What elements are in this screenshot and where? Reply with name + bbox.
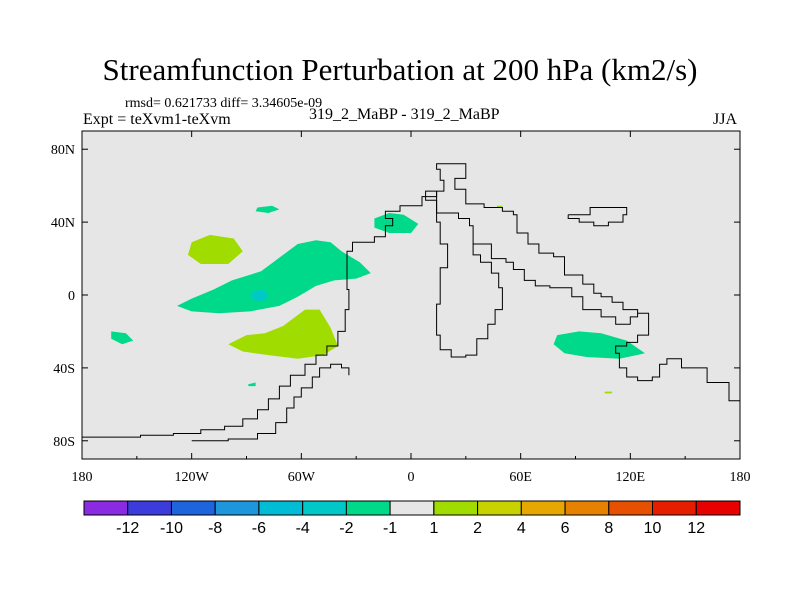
x-tick-label: 120W <box>175 470 210 485</box>
colorbar-swatch <box>477 500 522 516</box>
region-tiny-positive-indian <box>604 391 613 394</box>
colorbar-swatch <box>83 500 129 516</box>
y-tick-label: 40N <box>51 216 75 231</box>
x-tick-label: 120E <box>616 470 646 485</box>
colorbar-swatch <box>695 500 741 516</box>
colorbar-swatch <box>433 500 479 516</box>
colorbar-label: -10 <box>160 520 183 537</box>
rmsd-stats: rmsd= 0.621733 diff= 3.34605e-09 <box>125 96 323 111</box>
y-tick-label: 80N <box>51 143 75 158</box>
colorbar-swatch <box>345 500 391 516</box>
experiment-label: Expt = teXvm1-teXvm <box>83 111 231 128</box>
colorbar-label: -6 <box>252 520 266 537</box>
region-pacific-negative-south-west <box>111 331 134 345</box>
coastline-4 <box>436 191 503 358</box>
x-axis: 180 120W 60W 0 60E 120E 180 <box>72 131 751 485</box>
colorbar-swatch <box>127 500 172 516</box>
colorbar-swatch <box>214 500 260 516</box>
x-tick-label: 180 <box>72 470 93 485</box>
colorbar-label: 6 <box>561 520 570 537</box>
x-tick-label: 60E <box>509 470 532 485</box>
colorbar-label: -4 <box>296 520 310 537</box>
colorbar-label: -12 <box>116 520 139 537</box>
season-label: JJA <box>713 111 738 128</box>
x-tick-label: 60W <box>288 470 316 485</box>
colorbar: -12 -10 -8 -6 -4 -2 -1 1 2 4 6 8 10 12 <box>83 500 741 537</box>
colorbar-label: 12 <box>687 520 705 537</box>
colorbar-label: -8 <box>208 520 222 537</box>
colorbar-swatch <box>171 500 216 516</box>
region-pacific-positive-north <box>188 234 243 264</box>
run-subtitle: 319_2_MaBP - 319_2_MaBP <box>309 106 500 123</box>
x-tick-label: 0 <box>408 470 415 485</box>
colorbar-swatch <box>258 500 304 516</box>
colorbar-label: -1 <box>383 520 397 537</box>
coastline-0 <box>82 191 438 438</box>
region-tiny-negative-south <box>248 382 256 387</box>
colorbar-swatch <box>302 500 347 516</box>
x-tick-label: 180 <box>730 470 751 485</box>
region-pacific-negative-core <box>250 289 269 301</box>
y-tick-label: 80S <box>53 435 75 450</box>
colorbar-label: 4 <box>517 520 526 537</box>
coastline-1 <box>191 363 350 442</box>
region-pacific-negative-band <box>177 240 371 314</box>
colorbar-swatch <box>564 500 610 516</box>
coastline-3 <box>425 190 639 325</box>
chart-title: Streamfunction Perturbation at 200 hPa (… <box>102 52 698 87</box>
colorbar-label: 10 <box>644 520 662 537</box>
y-axis: 80N 40N 0 40S 80S <box>51 143 740 450</box>
coastlines <box>82 163 741 442</box>
colorbar-swatch <box>389 500 435 516</box>
colorbar-label: 8 <box>604 520 613 537</box>
colorbar-label: -2 <box>339 520 353 537</box>
region-indian-negative-south <box>553 331 645 359</box>
y-tick-label: 0 <box>68 289 75 304</box>
region-subtropical-positive-south <box>228 309 338 359</box>
region-pacific-negative-small-north <box>255 205 280 213</box>
coastline-2 <box>436 163 741 412</box>
coastline-5 <box>567 207 628 227</box>
colorbar-label: 2 <box>473 520 482 537</box>
colorbar-swatch <box>520 500 566 516</box>
colorbar-label: 1 <box>429 520 438 537</box>
colorbar-swatch <box>608 500 653 516</box>
colorbar-swatch <box>652 500 697 516</box>
y-tick-label: 40S <box>53 362 75 377</box>
map-background <box>82 131 740 459</box>
